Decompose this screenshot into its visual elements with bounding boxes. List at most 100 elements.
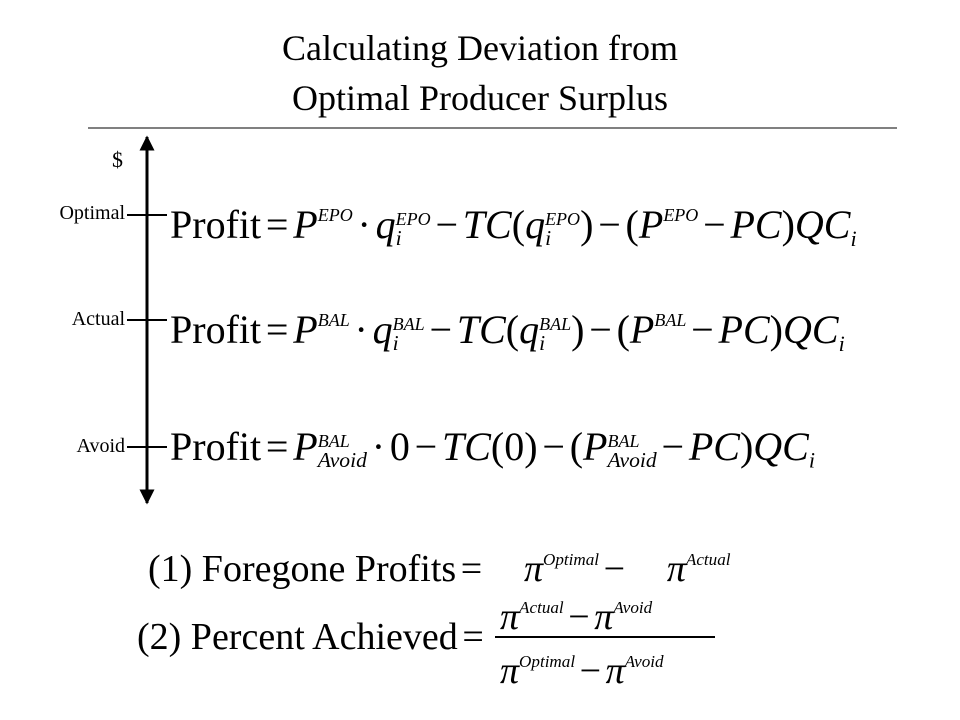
- equation-term: Optimal: [543, 550, 600, 569]
- equation-term: Profit: [170, 202, 262, 248]
- title-line: Optimal Producer Surplus: [292, 78, 668, 118]
- equation-term: −: [589, 307, 612, 353]
- equation-term: P: [583, 424, 608, 469]
- equation-term: BAL: [539, 314, 572, 334]
- equation-term: (1) Foregone Profits: [148, 548, 457, 591]
- equation-term: EPO: [545, 209, 581, 229]
- equation-term: q: [375, 202, 396, 248]
- level-label: Avoid: [76, 435, 125, 457]
- equation-term: =: [265, 307, 289, 353]
- equation-term: P: [293, 307, 318, 353]
- equation-term: (: [625, 202, 639, 248]
- formula-denominator: πOptimal − πAvoid: [500, 638, 664, 695]
- script-stack: BAL Avoid: [317, 430, 367, 472]
- equation-term: TC: [456, 307, 506, 353]
- equation-term: BAL: [607, 430, 640, 451]
- equation-term: P: [293, 202, 318, 248]
- equation-term: (2) Percent Achieved: [137, 616, 458, 658]
- equation-term: 0: [389, 424, 410, 469]
- formula: (2) Percent Achieved =: [137, 613, 526, 661]
- equation-term: q: [372, 307, 393, 353]
- equation-term: π: [500, 650, 520, 693]
- equation-term: BAL: [317, 430, 350, 451]
- equation-term: PC: [718, 307, 770, 353]
- equation-term: P: [629, 307, 655, 353]
- equation-term: i: [395, 225, 402, 250]
- equation-term: −: [435, 202, 458, 248]
- script-stack: BAL Avoid: [607, 430, 657, 472]
- equation-term: −: [703, 202, 726, 248]
- equation-term: (: [616, 307, 630, 353]
- equation-term: i: [838, 330, 845, 356]
- equation-term: ): [769, 307, 783, 353]
- equation-term: PC: [730, 202, 782, 248]
- equation-term: (: [505, 307, 520, 353]
- formula-numerator: πActual − πAvoid: [500, 584, 652, 641]
- script-stack: EPO i: [545, 209, 581, 250]
- axis-unit: $: [112, 147, 123, 172]
- equation-term: π: [605, 650, 625, 693]
- equation-term: −: [603, 548, 626, 591]
- equation-term: =: [462, 616, 484, 658]
- script-stack: BAL i: [392, 314, 425, 355]
- equation-term: −: [542, 424, 565, 469]
- equation-term: EPO: [317, 205, 353, 225]
- script-stack: EPO i: [395, 209, 431, 250]
- equation-term: π: [500, 596, 520, 639]
- equation-term: =: [265, 424, 289, 469]
- equation-term: ·: [371, 424, 386, 469]
- equation-term: Actual: [685, 550, 731, 569]
- equation-term: =: [265, 202, 289, 248]
- equation-term: BAL: [317, 310, 350, 330]
- equation-term: q: [525, 202, 546, 248]
- equation-term: BAL: [392, 314, 425, 334]
- equation-term: ): [781, 202, 795, 248]
- equation-term: BAL: [654, 310, 687, 330]
- equation-term: i: [392, 330, 399, 355]
- equation-term: EPO: [395, 209, 431, 229]
- equation-term: TC: [441, 424, 491, 469]
- equation-term: ·: [354, 307, 368, 353]
- title-line: Calculating Deviation from: [282, 28, 678, 68]
- equation-term: i: [808, 447, 815, 473]
- equation-term: ): [571, 307, 585, 353]
- equation: Profit = PBAL · q BAL i − TC(q BAL i) − (PBAL − PC)QCi: [170, 295, 845, 369]
- level-label: Optimal: [59, 202, 125, 224]
- equation-term: QC: [753, 424, 809, 469]
- equation-term: Avoid: [624, 652, 664, 671]
- equation-term: Optimal: [519, 652, 576, 671]
- equation: Profit = P BAL Avoid · 0− TC(0) − (P BAL Avoid − PC)Q…: [170, 422, 815, 486]
- equation-term: =: [460, 548, 483, 591]
- equation-term: i: [539, 330, 546, 355]
- equation-term: QC: [782, 307, 839, 353]
- equation-term: TC: [462, 202, 512, 248]
- script-stack: BAL i: [539, 314, 572, 355]
- equation-term: −: [414, 424, 438, 469]
- equation-term: (: [511, 202, 526, 248]
- equation-term: Actual: [519, 598, 564, 617]
- equation-term: π: [523, 548, 544, 591]
- equation-term: q: [519, 307, 540, 353]
- equation-term: EPO: [663, 205, 699, 225]
- equation-term: −: [598, 202, 621, 248]
- level-label: Actual: [71, 308, 125, 330]
- equation-term: −: [691, 307, 714, 353]
- equation-term: ·: [357, 202, 371, 248]
- equation-term: P: [638, 202, 664, 248]
- formula: (1) Foregone Profits = πOptimal − πActual: [148, 536, 731, 593]
- equation-term: Avoid: [607, 447, 657, 472]
- equation-term: Avoid: [613, 598, 653, 617]
- equation-term: −: [579, 650, 602, 693]
- equation-term: Profit: [170, 424, 262, 469]
- equation-term: Avoid: [317, 447, 367, 472]
- equation-term: PC: [688, 424, 740, 469]
- equation-term: −: [661, 424, 685, 469]
- equation-term: QC: [794, 202, 851, 248]
- equation-term: i: [850, 225, 857, 251]
- equation-term: −: [568, 596, 590, 639]
- equation-term: i: [545, 225, 552, 250]
- equation-term: (: [569, 424, 584, 469]
- equation-term: −: [429, 307, 453, 353]
- equation: Profit = PEPO · q EPO i − TC(q EPO i) − (PEPO − PC)QCi: [170, 190, 857, 264]
